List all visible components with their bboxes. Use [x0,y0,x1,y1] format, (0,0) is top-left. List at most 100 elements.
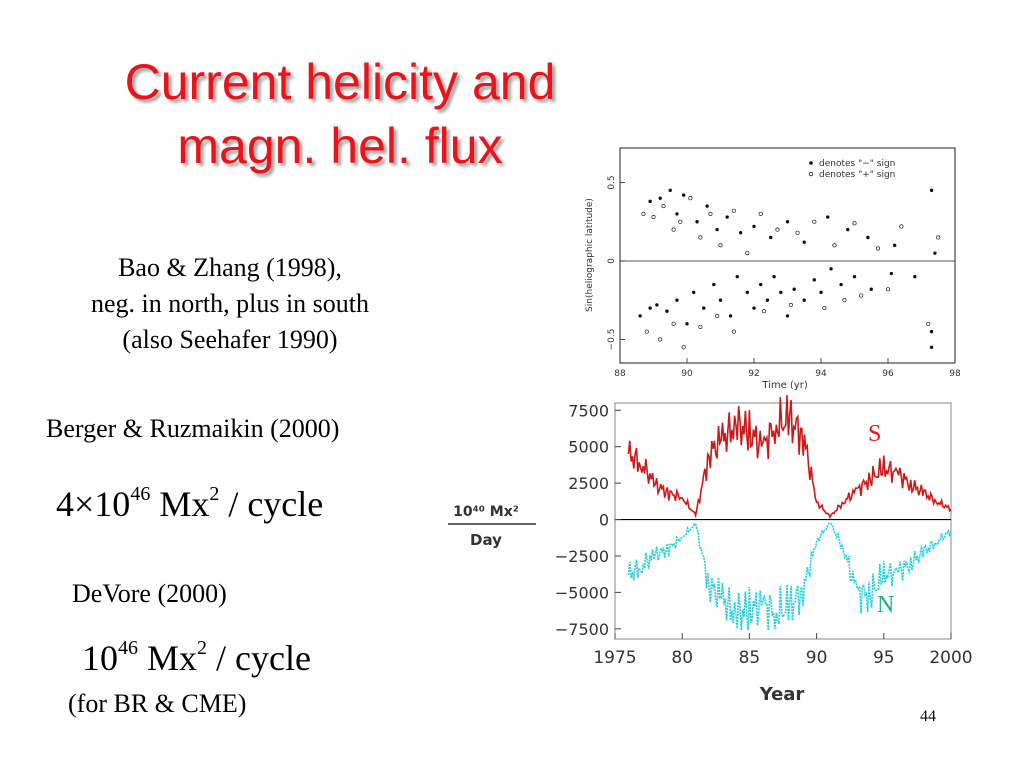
scatter-point-minus [933,251,937,255]
scatter-point-minus [765,298,770,302]
scatter-point-plus [718,243,723,248]
scatter-point-minus [728,314,733,318]
scatter-point-minus [658,196,662,200]
y-label-numerator: 10⁴⁰ Mx² [453,504,519,520]
scatter-y-tick-label: 0 [607,258,617,264]
line-y-tick-label: −2500 [555,547,609,566]
scatter-point-minus [852,274,857,279]
scatter-point-plus [715,313,720,318]
scatter-point-plus [788,302,793,307]
scatter-point-minus [889,271,894,276]
scatter-point-plus [661,204,666,209]
scatter-point-plus [885,287,891,292]
legend-marker-plus [808,171,814,177]
scatter-point-plus [698,324,703,329]
scatter-point-plus [822,306,827,311]
scatter-point-plus [658,337,663,342]
scatter-legend: denotes "−" sign denotes "+" sign [808,159,895,180]
scatter-point-minus [772,274,776,279]
scatter-y-axis-label: Sin(heliographic latitude) [585,198,595,312]
scatter-point-plus [651,215,656,220]
scatter-point-minus [655,303,659,307]
scatter-point-minus [675,212,679,216]
scatter-point-minus [735,274,739,279]
scatter-point-minus [668,188,672,193]
slide-title: Current helicity and magn. hel. flux [50,50,630,178]
scatter-point-minus [705,204,709,208]
slide-number: 44 [920,708,936,725]
scatter-x-tick-label: 96 [882,369,894,379]
scatter-point-minus [839,282,843,287]
scatter-plot-frame [619,147,956,364]
line-x-tick-label: 80 [671,648,693,668]
scatter-point-minus [785,220,790,224]
scatter-point-minus [665,309,669,313]
scatter-point-minus [648,199,652,204]
scatter-point-minus [695,220,699,224]
scatter-point-plus [698,235,703,240]
scatter-y-tick-label: 0.5 [607,175,617,189]
scatter-point-plus [926,321,931,326]
legend-label-plus: denotes "+" sign [819,170,895,180]
title-line-1: Current helicity and [124,54,556,110]
scatter-point-minus [638,314,642,318]
line-plot-frame [614,402,952,640]
devore-note: (for BR & CME) [68,689,247,718]
scatter-point-minus [893,243,897,247]
line-x-axis-label: Year [759,684,805,705]
scatter-point-minus [929,345,934,350]
devore-reference: DeVore (2000) [72,579,227,608]
scatter-point-plus [688,196,693,201]
scatter-point-plus [899,224,904,229]
scatter-y-tick-label: −0.5 [607,329,617,351]
scatter-x-tick-label: 88 [614,369,626,379]
scatter-point-plus [795,230,800,235]
line-y-axis-label: 10⁴⁰ Mx² Day [448,504,536,549]
series-n-label: N [877,592,894,618]
line-y-tick-label: 0 [599,511,609,530]
formula-devore: 1046 Mx2 / cycle [82,637,311,678]
bao-zhang-line-2: neg. in north, plus in south [90,289,370,318]
scatter-point-minus [819,290,823,295]
scatter-point-plus [671,321,676,326]
scatter-point-minus [685,322,689,326]
title-line-2: magn. hel. flux [177,118,503,174]
line-y-tick-label: 7500 [568,401,609,420]
line-y-tick-label: −7500 [555,620,609,639]
scatter-point-plus [859,293,864,298]
scatter-point-minus [675,298,679,302]
scatter-point-minus [692,290,696,295]
line-chart-helicity-flux: 1975 80 85 90 95 2000 7500 5000 2500 0 −2500 −5000 −… [448,395,973,705]
legend-marker-minus [809,161,813,165]
scatter-point-minus [759,282,763,287]
scatter-x-tick-label: 90 [681,369,693,379]
scatter-point-minus [802,298,806,302]
line-x-tick-label: 95 [873,648,895,668]
scatter-point-plus [671,227,676,232]
scatter-point-minus [802,240,806,244]
scatter-point-minus [738,231,743,235]
scatter-point-plus [762,309,767,314]
scatter-point-plus [731,329,736,334]
scatter-point-plus [812,219,817,224]
line-y-tick-label: 2500 [568,474,609,493]
line-x-tick-label: 1975 [593,648,636,668]
scatter-point-minus [745,290,749,295]
scatter-point-plus [678,219,683,224]
scatter-point-plus [936,235,941,240]
scatter-point-minus [769,235,773,240]
scatter-point-minus [792,287,796,291]
berger-reference: Berger & Ruzmaikin (2000) [46,414,340,443]
scatter-point-minus [812,278,816,282]
scatter-x-tick-label: 92 [748,369,759,379]
line-y-tick-label: −5000 [555,583,609,602]
scatter-point-minus [702,306,706,310]
bao-zhang-line-1: Bao & Zhang (1998), [118,253,342,282]
series-n-line [627,522,952,631]
scatter-point-plus [875,246,881,251]
scatter-point-minus [725,215,729,219]
scatter-point-plus [731,208,736,213]
scatter-point-minus [929,188,934,193]
scatter-point-minus [826,215,830,219]
line-x-tick-label: 90 [806,648,828,668]
